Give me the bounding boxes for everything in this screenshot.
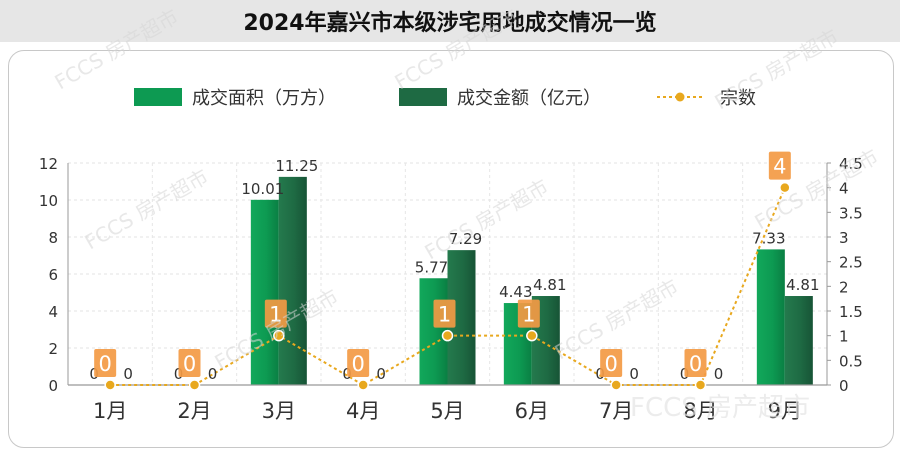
- count-label: 4: [773, 155, 786, 179]
- legend-marker-count: [675, 92, 685, 102]
- y-left-tick-label: 12: [39, 155, 58, 173]
- bar-area-label: 4.43: [499, 283, 532, 301]
- bar-amount-label: 11.25: [275, 157, 318, 175]
- count-label-box: [178, 349, 201, 377]
- y-right-tick-label: 2: [839, 278, 849, 296]
- x-tick-label: 3月: [262, 399, 296, 423]
- count-point: [273, 329, 285, 342]
- x-tick-label: 6月: [515, 399, 549, 423]
- x-tick-label: 5月: [430, 399, 464, 423]
- count-label-box: [684, 349, 707, 377]
- count-label-box: [433, 299, 456, 328]
- count-label-box: [94, 349, 117, 377]
- x-tick-label: 4月: [346, 399, 380, 423]
- title-bar: 2024年嘉兴市本级涉宅用地成交情况一览: [0, 0, 900, 42]
- count-label: 1: [269, 303, 282, 327]
- bar-area: [419, 278, 448, 385]
- count-label: 0: [183, 352, 196, 376]
- bar-amount-label: 0: [629, 365, 639, 383]
- y-right-tick-label: 0.5: [839, 352, 863, 370]
- x-tick-label: 2月: [177, 399, 211, 423]
- count-label-box: [264, 299, 287, 328]
- legend-swatch-amount: [399, 88, 447, 106]
- y-right-tick-label: 4.5: [839, 155, 863, 173]
- y-right-tick-label: 3.5: [839, 204, 863, 222]
- y-left-tick-label: 6: [48, 266, 58, 284]
- y-right-tick-label: 2.5: [839, 254, 863, 272]
- count-point: [441, 329, 454, 342]
- watermark: FCCS 房产超市: [51, 4, 183, 94]
- count-label-box: [600, 349, 623, 377]
- y-right-tick-label: 1: [839, 328, 849, 346]
- watermark: FCCS 房产超市: [81, 164, 213, 254]
- bar-amount-label: 0: [714, 365, 724, 383]
- count-label: 1: [438, 303, 451, 327]
- bar-amount-label: 0: [123, 365, 133, 383]
- x-tick-label: 9月: [768, 399, 802, 423]
- bar-amount: [784, 296, 813, 385]
- count-label: 0: [351, 352, 364, 376]
- count-label: 0: [604, 352, 617, 376]
- count-label: 0: [98, 352, 111, 376]
- bar-amount-label: 7.29: [449, 230, 482, 248]
- x-tick-label: 1月: [93, 399, 127, 423]
- count-label-box: [768, 151, 791, 180]
- watermark: FCCS 房产超市: [421, 174, 553, 264]
- y-right-tick-label: 0: [839, 377, 849, 395]
- bar-area-label: 7.33: [752, 229, 785, 247]
- y-right-tick-label: 4: [839, 180, 849, 198]
- count-point: [694, 379, 707, 391]
- watermark: FCCS 房产超市: [711, 24, 843, 114]
- count-point: [357, 379, 369, 391]
- count-line: [110, 187, 786, 387]
- count-point: [104, 379, 116, 391]
- bar-amount-label: 0: [208, 365, 218, 383]
- count-point: [610, 379, 622, 391]
- y-right-tick-label: 1.5: [839, 303, 863, 321]
- chart-title: 2024年嘉兴市本级涉宅用地成交情况一览: [243, 11, 657, 36]
- y-left-tick-label: 10: [39, 192, 58, 210]
- y-left-tick-label: 8: [48, 229, 58, 247]
- bar-amount-label: 0: [376, 365, 386, 383]
- legend-label-count: 宗数: [720, 88, 756, 109]
- watermark-brand: FCCS 房产超市: [630, 393, 810, 423]
- y-left-tick-label: 0: [48, 377, 58, 395]
- x-tick-label: 7月: [599, 399, 633, 423]
- watermark: FCCS 房产超市: [391, 4, 523, 94]
- bar-area-label: 5.77: [415, 258, 448, 276]
- bar-area-label: 10.01: [241, 180, 284, 198]
- bar-amount: [278, 176, 307, 385]
- y-left-tick-label: 2: [48, 340, 58, 358]
- bar-area: [756, 249, 785, 385]
- y-right-tick-label: 3: [839, 229, 849, 247]
- count-point: [188, 379, 201, 391]
- legend-label-area: 成交面积（万方）: [192, 88, 336, 109]
- bar-amount-label: 4.81: [786, 276, 819, 294]
- y-left-tick-label: 4: [48, 303, 58, 321]
- bar-area: [250, 199, 279, 385]
- x-tick-label: 8月: [683, 399, 717, 423]
- legend-label-amount: 成交金额（亿元）: [457, 88, 601, 109]
- count-label: 1: [522, 303, 535, 327]
- count-label: 0: [689, 352, 702, 376]
- bar-amount-label: 4.81: [533, 276, 566, 294]
- count-label-box: [517, 299, 540, 328]
- count-point: [779, 181, 791, 194]
- count-point: [526, 329, 538, 342]
- count-label-box: [347, 349, 370, 377]
- legend-swatch-area: [134, 88, 182, 106]
